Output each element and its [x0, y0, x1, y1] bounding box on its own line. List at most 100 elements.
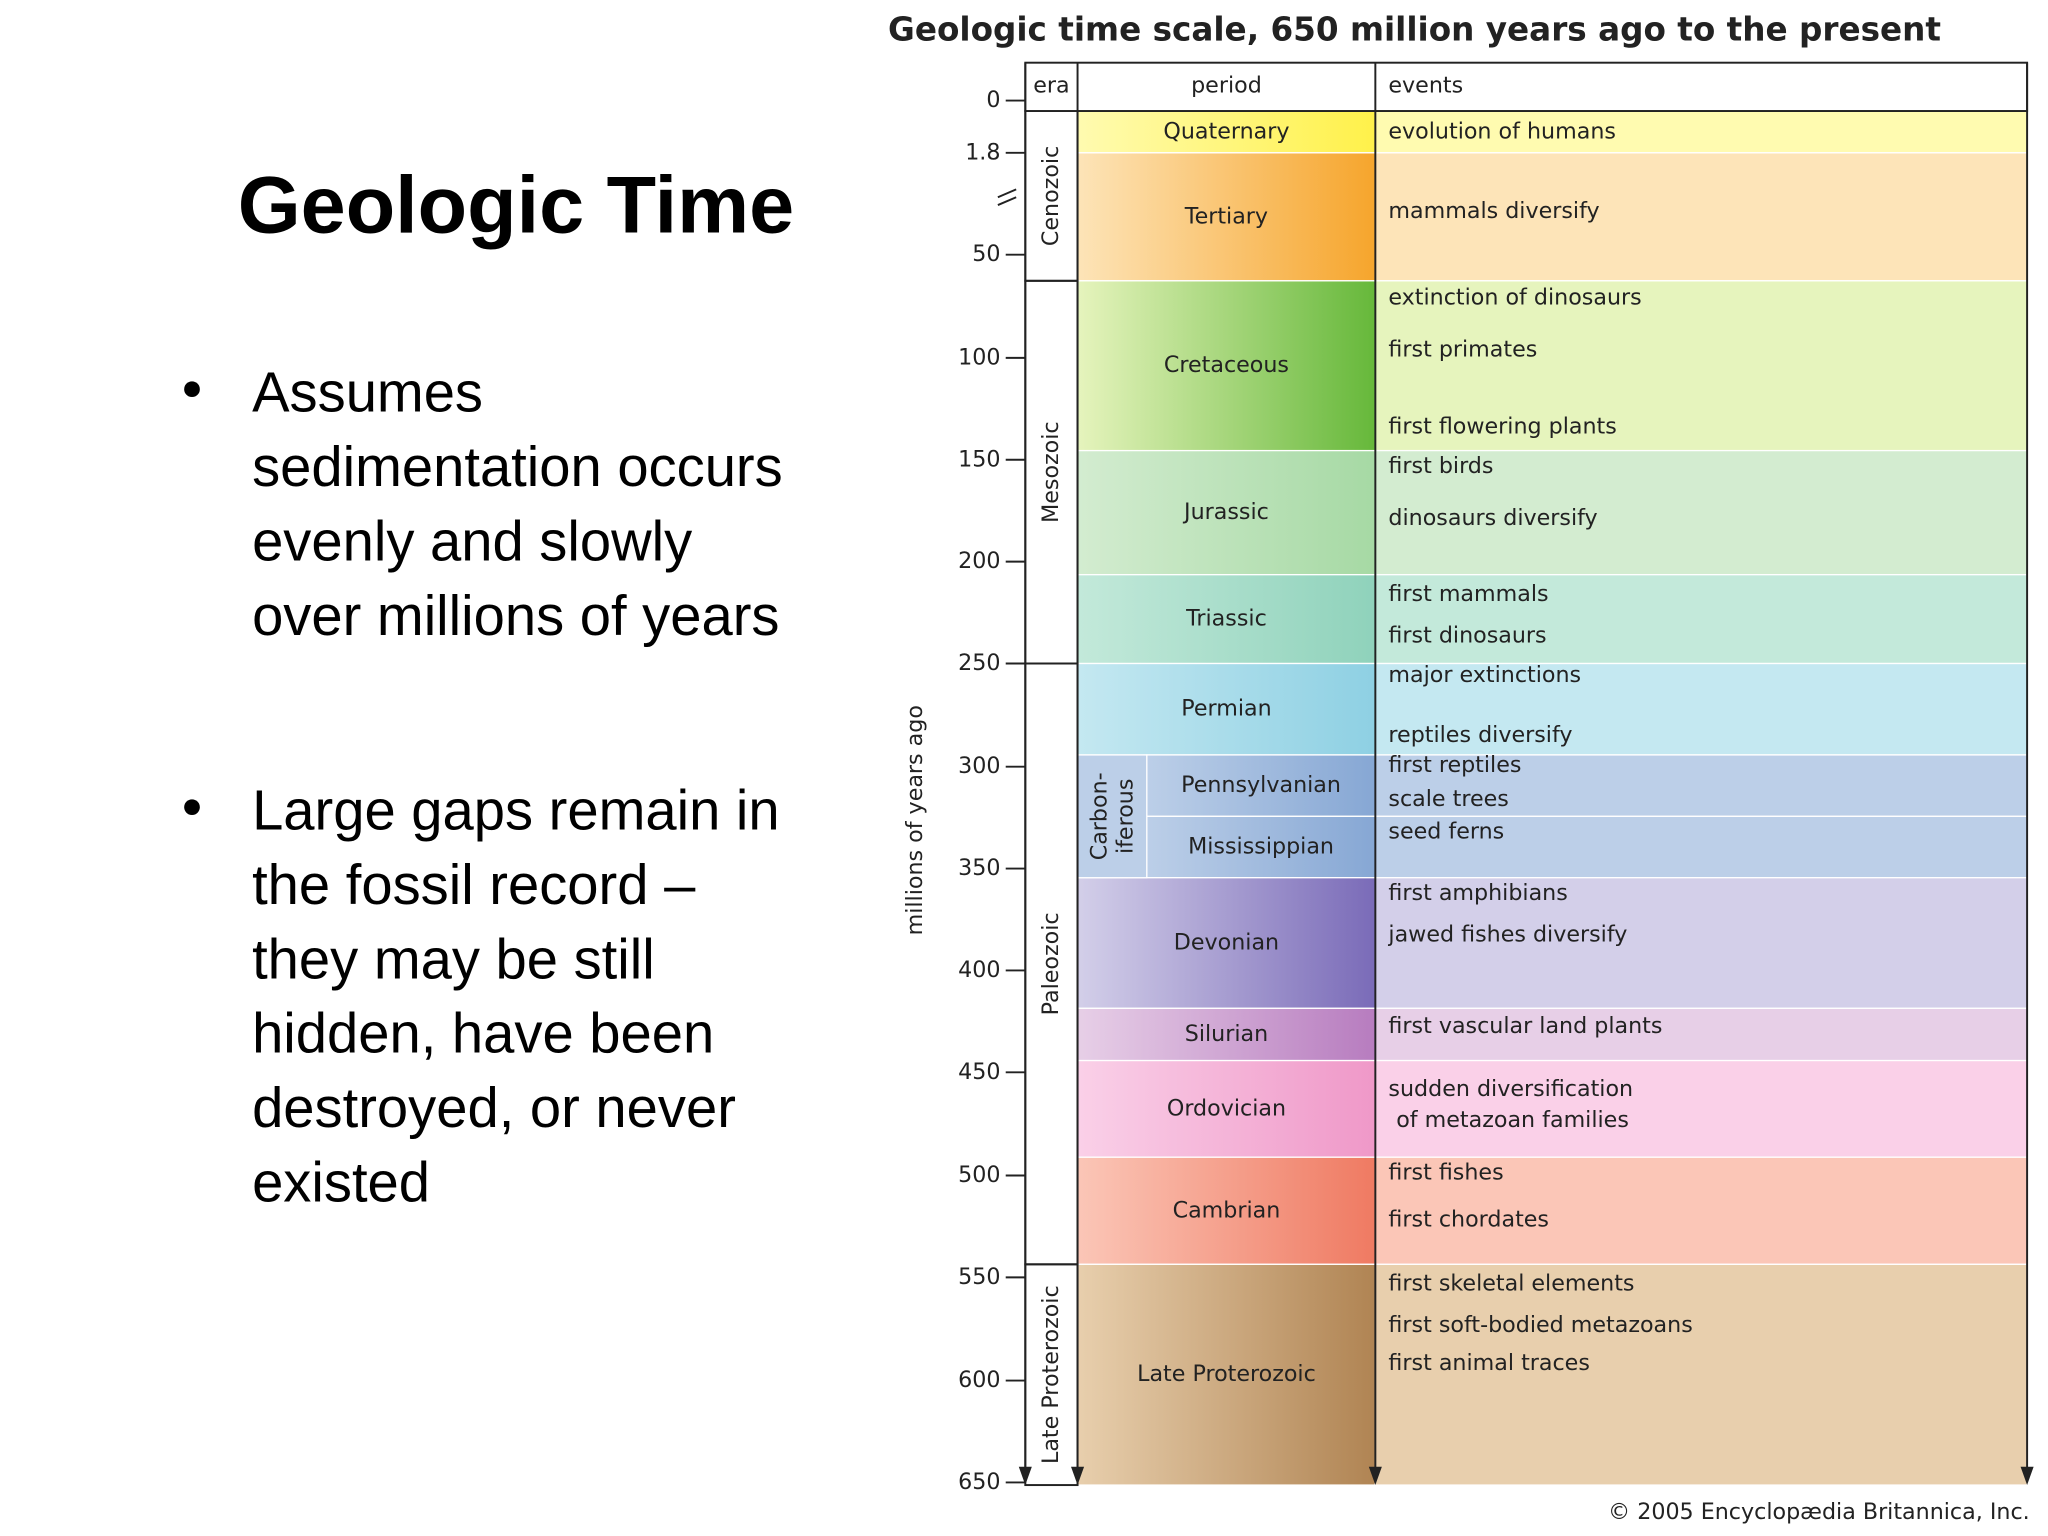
event: first skeletal elements: [1388, 1270, 1634, 1296]
bullet-line: Large gaps remain in: [252, 778, 780, 841]
period-name: Permian: [1181, 696, 1271, 722]
arrow-head: [1071, 1466, 1085, 1486]
period-name: Devonian: [1174, 930, 1279, 956]
axis-label: millions of years ago: [902, 705, 928, 935]
tick-label: 0: [986, 87, 1000, 113]
event: first animal traces: [1388, 1350, 1590, 1376]
tick-label: 200: [958, 548, 1000, 574]
bullet-line: hidden, have been: [252, 1002, 714, 1065]
event: first mammals: [1388, 581, 1548, 607]
period-cell: [1076, 877, 1376, 1009]
period-cell: [1076, 152, 1376, 282]
period-cell: [1076, 1059, 1376, 1158]
period-name: Pennsylvanian: [1181, 772, 1341, 798]
period-name: Jurassic: [1182, 499, 1269, 525]
period-name: Quaternary: [1163, 118, 1289, 144]
tick-label: 600: [958, 1367, 1000, 1393]
tick-label: 150: [958, 446, 1000, 472]
column-header: period: [1191, 73, 1262, 99]
events-cell: [1374, 877, 2028, 1009]
axis-break: [997, 196, 1017, 206]
bullet-line: they may be still: [252, 927, 655, 990]
event: dinosaurs diversify: [1388, 505, 1597, 531]
event: first flowering plants: [1388, 414, 1616, 440]
arrow-head: [1018, 1466, 1032, 1486]
bullet-dot: [184, 799, 200, 816]
period-name: Silurian: [1185, 1021, 1268, 1047]
event: major extinctions: [1388, 662, 1581, 688]
bullet-line: Assumes: [252, 360, 483, 423]
era-name: Late Proterozoic: [1038, 1285, 1064, 1464]
period-name: Ordovician: [1167, 1095, 1286, 1121]
events-cell: [1374, 449, 2028, 576]
tick-label: 650: [958, 1469, 1000, 1495]
period-name: Cretaceous: [1164, 352, 1289, 378]
event: extinction of dinosaurs: [1388, 284, 1641, 310]
tick-label: 250: [958, 650, 1000, 676]
era-name: Mesozoic: [1038, 421, 1064, 523]
figure: Geologic time scale, 650 million years a…: [888, 10, 1941, 48]
period-name: Late Proterozoic: [1137, 1361, 1316, 1387]
tick-label: 500: [958, 1162, 1000, 1188]
period-cell: [1076, 1156, 1376, 1265]
period-cell: [1076, 449, 1376, 576]
events-cell: [1374, 1007, 2028, 1062]
axis-break: [997, 188, 1017, 199]
event: first primates: [1388, 337, 1537, 363]
bullet-line: sedimentation occurs: [252, 435, 783, 498]
period-name: Tertiary: [1184, 203, 1268, 229]
tick-label: 1.8: [965, 139, 1000, 165]
bullet-dot: [184, 381, 200, 398]
period-name: Triassic: [1185, 606, 1267, 632]
header-row: [1024, 61, 2029, 112]
event: first reptiles: [1388, 752, 1521, 778]
events-cell: [1374, 1059, 2028, 1158]
tick-label: 450: [958, 1059, 1000, 1085]
event: evolution of humans: [1388, 118, 1616, 144]
period-cell: [1146, 815, 1376, 879]
events-cell: [1374, 815, 2028, 879]
events-cell: [1374, 662, 2028, 756]
event: first birds: [1388, 453, 1493, 479]
event: first vascular land plants: [1388, 1013, 1662, 1039]
carboniferous-cell: [1076, 754, 1148, 879]
tick-label: 550: [958, 1264, 1000, 1290]
event: jawed fishes diversify: [1387, 922, 1627, 948]
tick-label: 350: [958, 855, 1000, 881]
event: scale trees: [1388, 786, 1508, 812]
credit: © 2005 Encyclopædia Britannica, Inc.: [1608, 1499, 2030, 1525]
tick-label: 300: [958, 753, 1000, 779]
event: seed ferns: [1388, 819, 1504, 845]
tick-label: 50: [972, 241, 1000, 267]
event: mammals diversify: [1388, 198, 1599, 224]
figure-title: Geologic time scale, 650 million years a…: [888, 10, 1941, 48]
events-cell: [1374, 574, 2028, 665]
events-cell: [1374, 1263, 2028, 1486]
period-cell: [1076, 1263, 1376, 1486]
event: first amphibians: [1388, 880, 1567, 906]
events-cell: [1374, 1156, 2028, 1265]
bullet-line: the fossil record –: [252, 853, 696, 916]
bullet-line: destroyed, or never: [252, 1076, 736, 1139]
events-cell: [1374, 152, 2028, 282]
carboniferous-label: iferous: [1112, 779, 1138, 854]
events-cell: [1374, 754, 2028, 817]
column-header: events: [1388, 73, 1463, 99]
arrow-head: [2020, 1466, 2034, 1486]
arrow-head: [1368, 1466, 1382, 1486]
period-name: Mississippian: [1188, 834, 1334, 860]
period-cell: [1076, 110, 1376, 154]
event: first dinosaurs: [1388, 623, 1546, 649]
carboniferous-label: Carbon-: [1086, 772, 1112, 860]
event: sudden diversification: [1388, 1076, 1633, 1102]
bullet-line: existed: [252, 1151, 430, 1214]
bullet-line: evenly and slowly: [252, 509, 692, 572]
tick-label: 100: [958, 344, 1000, 370]
event: reptiles diversify: [1388, 722, 1572, 748]
column-header: era: [1033, 73, 1069, 99]
event: first fishes: [1388, 1159, 1503, 1185]
slide-title: Geologic Time: [238, 160, 794, 250]
tick-label: 400: [958, 957, 1000, 983]
